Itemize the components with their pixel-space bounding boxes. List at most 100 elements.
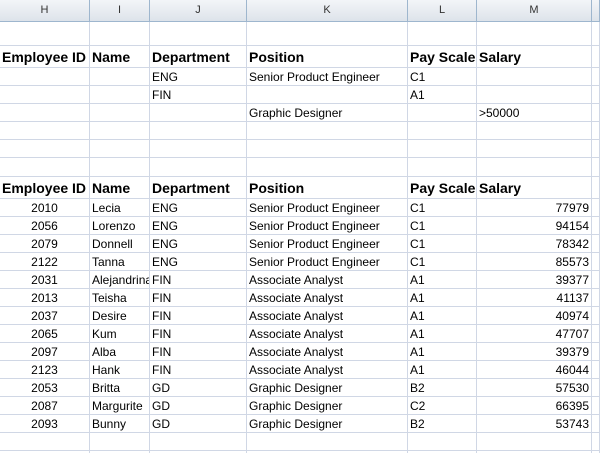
- data-cell: Alejandrina: [90, 271, 150, 289]
- data-cell: A1: [408, 325, 477, 343]
- data-cell: 2037: [0, 307, 90, 325]
- header-cell: Department: [150, 177, 247, 199]
- empty-cell: [90, 451, 150, 453]
- data-cell: 77979: [477, 199, 592, 217]
- empty-cell: [592, 253, 600, 271]
- empty-cell: [477, 22, 592, 46]
- data-cell: C2: [408, 397, 477, 415]
- data-cell: 2010: [0, 199, 90, 217]
- data-cell: Hank: [90, 361, 150, 379]
- data-cell: B2: [408, 379, 477, 397]
- data-cell: Desire: [90, 307, 150, 325]
- data-cell: FIN: [150, 86, 247, 104]
- empty-cell: [150, 104, 247, 122]
- empty-cell: [592, 361, 600, 379]
- empty-cell: [592, 397, 600, 415]
- header-cell: Salary: [477, 177, 592, 199]
- empty-cell: [247, 122, 408, 140]
- empty-cell: [90, 22, 150, 46]
- empty-cell: [408, 433, 477, 451]
- data-cell: Graphic Designer: [247, 415, 408, 433]
- empty-cell: [592, 68, 600, 86]
- empty-cell: [477, 140, 592, 158]
- empty-cell: [150, 158, 247, 177]
- column-header: I: [90, 0, 150, 22]
- data-cell: Associate Analyst: [247, 325, 408, 343]
- data-cell: >50000: [477, 104, 592, 122]
- data-cell: Associate Analyst: [247, 343, 408, 361]
- data-cell: Graphic Designer: [247, 379, 408, 397]
- empty-cell: [90, 86, 150, 104]
- data-cell: C1: [408, 217, 477, 235]
- empty-cell: [247, 86, 408, 104]
- data-cell: Teisha: [90, 289, 150, 307]
- empty-cell: [247, 22, 408, 46]
- data-cell: 57530: [477, 379, 592, 397]
- data-cell: GD: [150, 379, 247, 397]
- header-cell: Employee ID: [0, 177, 90, 199]
- data-cell: Lecia: [90, 199, 150, 217]
- empty-cell: [592, 199, 600, 217]
- column-header: M: [477, 0, 592, 22]
- empty-cell: [150, 451, 247, 453]
- empty-cell: [0, 433, 90, 451]
- column-header: J: [150, 0, 247, 22]
- empty-cell: [592, 271, 600, 289]
- empty-cell: [592, 104, 600, 122]
- data-cell: A1: [408, 289, 477, 307]
- header-cell: Pay Scale: [408, 46, 477, 68]
- data-cell: Graphic Designer: [247, 397, 408, 415]
- data-cell: Associate Analyst: [247, 307, 408, 325]
- empty-cell: [408, 451, 477, 453]
- header-cell: Name: [90, 46, 150, 68]
- empty-cell: [592, 86, 600, 104]
- data-cell: 2122: [0, 253, 90, 271]
- data-cell: FIN: [150, 343, 247, 361]
- empty-cell: [408, 104, 477, 122]
- data-cell: Tanna: [90, 253, 150, 271]
- data-cell: Alba: [90, 343, 150, 361]
- empty-cell: [592, 325, 600, 343]
- data-cell: A1: [408, 271, 477, 289]
- empty-cell: [0, 140, 90, 158]
- data-cell: Graphic Designer: [247, 104, 408, 122]
- header-cell: Position: [247, 177, 408, 199]
- empty-cell: [592, 343, 600, 361]
- data-cell: 2053: [0, 379, 90, 397]
- data-cell: 2056: [0, 217, 90, 235]
- data-cell: Associate Analyst: [247, 289, 408, 307]
- empty-cell: [592, 22, 600, 46]
- empty-cell: [150, 22, 247, 46]
- data-cell: GD: [150, 415, 247, 433]
- empty-cell: [0, 122, 90, 140]
- data-cell: ENG: [150, 199, 247, 217]
- data-cell: ENG: [150, 253, 247, 271]
- empty-cell: [592, 122, 600, 140]
- header-cell: [592, 177, 600, 199]
- data-cell: FIN: [150, 361, 247, 379]
- data-cell: 85573: [477, 253, 592, 271]
- empty-cell: [247, 158, 408, 177]
- empty-cell: [477, 433, 592, 451]
- empty-cell: [0, 68, 90, 86]
- header-cell: Name: [90, 177, 150, 199]
- data-cell: 2065: [0, 325, 90, 343]
- data-cell: 41137: [477, 289, 592, 307]
- empty-cell: [247, 451, 408, 453]
- data-cell: Kum: [90, 325, 150, 343]
- data-cell: C1: [408, 68, 477, 86]
- data-cell: 2013: [0, 289, 90, 307]
- empty-cell: [592, 415, 600, 433]
- data-cell: 66395: [477, 397, 592, 415]
- column-header: L: [408, 0, 477, 22]
- data-cell: FIN: [150, 289, 247, 307]
- empty-cell: [408, 140, 477, 158]
- data-cell: GD: [150, 397, 247, 415]
- data-cell: Bunny: [90, 415, 150, 433]
- column-header: [592, 0, 600, 22]
- empty-cell: [477, 122, 592, 140]
- data-cell: 2031: [0, 271, 90, 289]
- data-cell: C1: [408, 235, 477, 253]
- empty-cell: [90, 68, 150, 86]
